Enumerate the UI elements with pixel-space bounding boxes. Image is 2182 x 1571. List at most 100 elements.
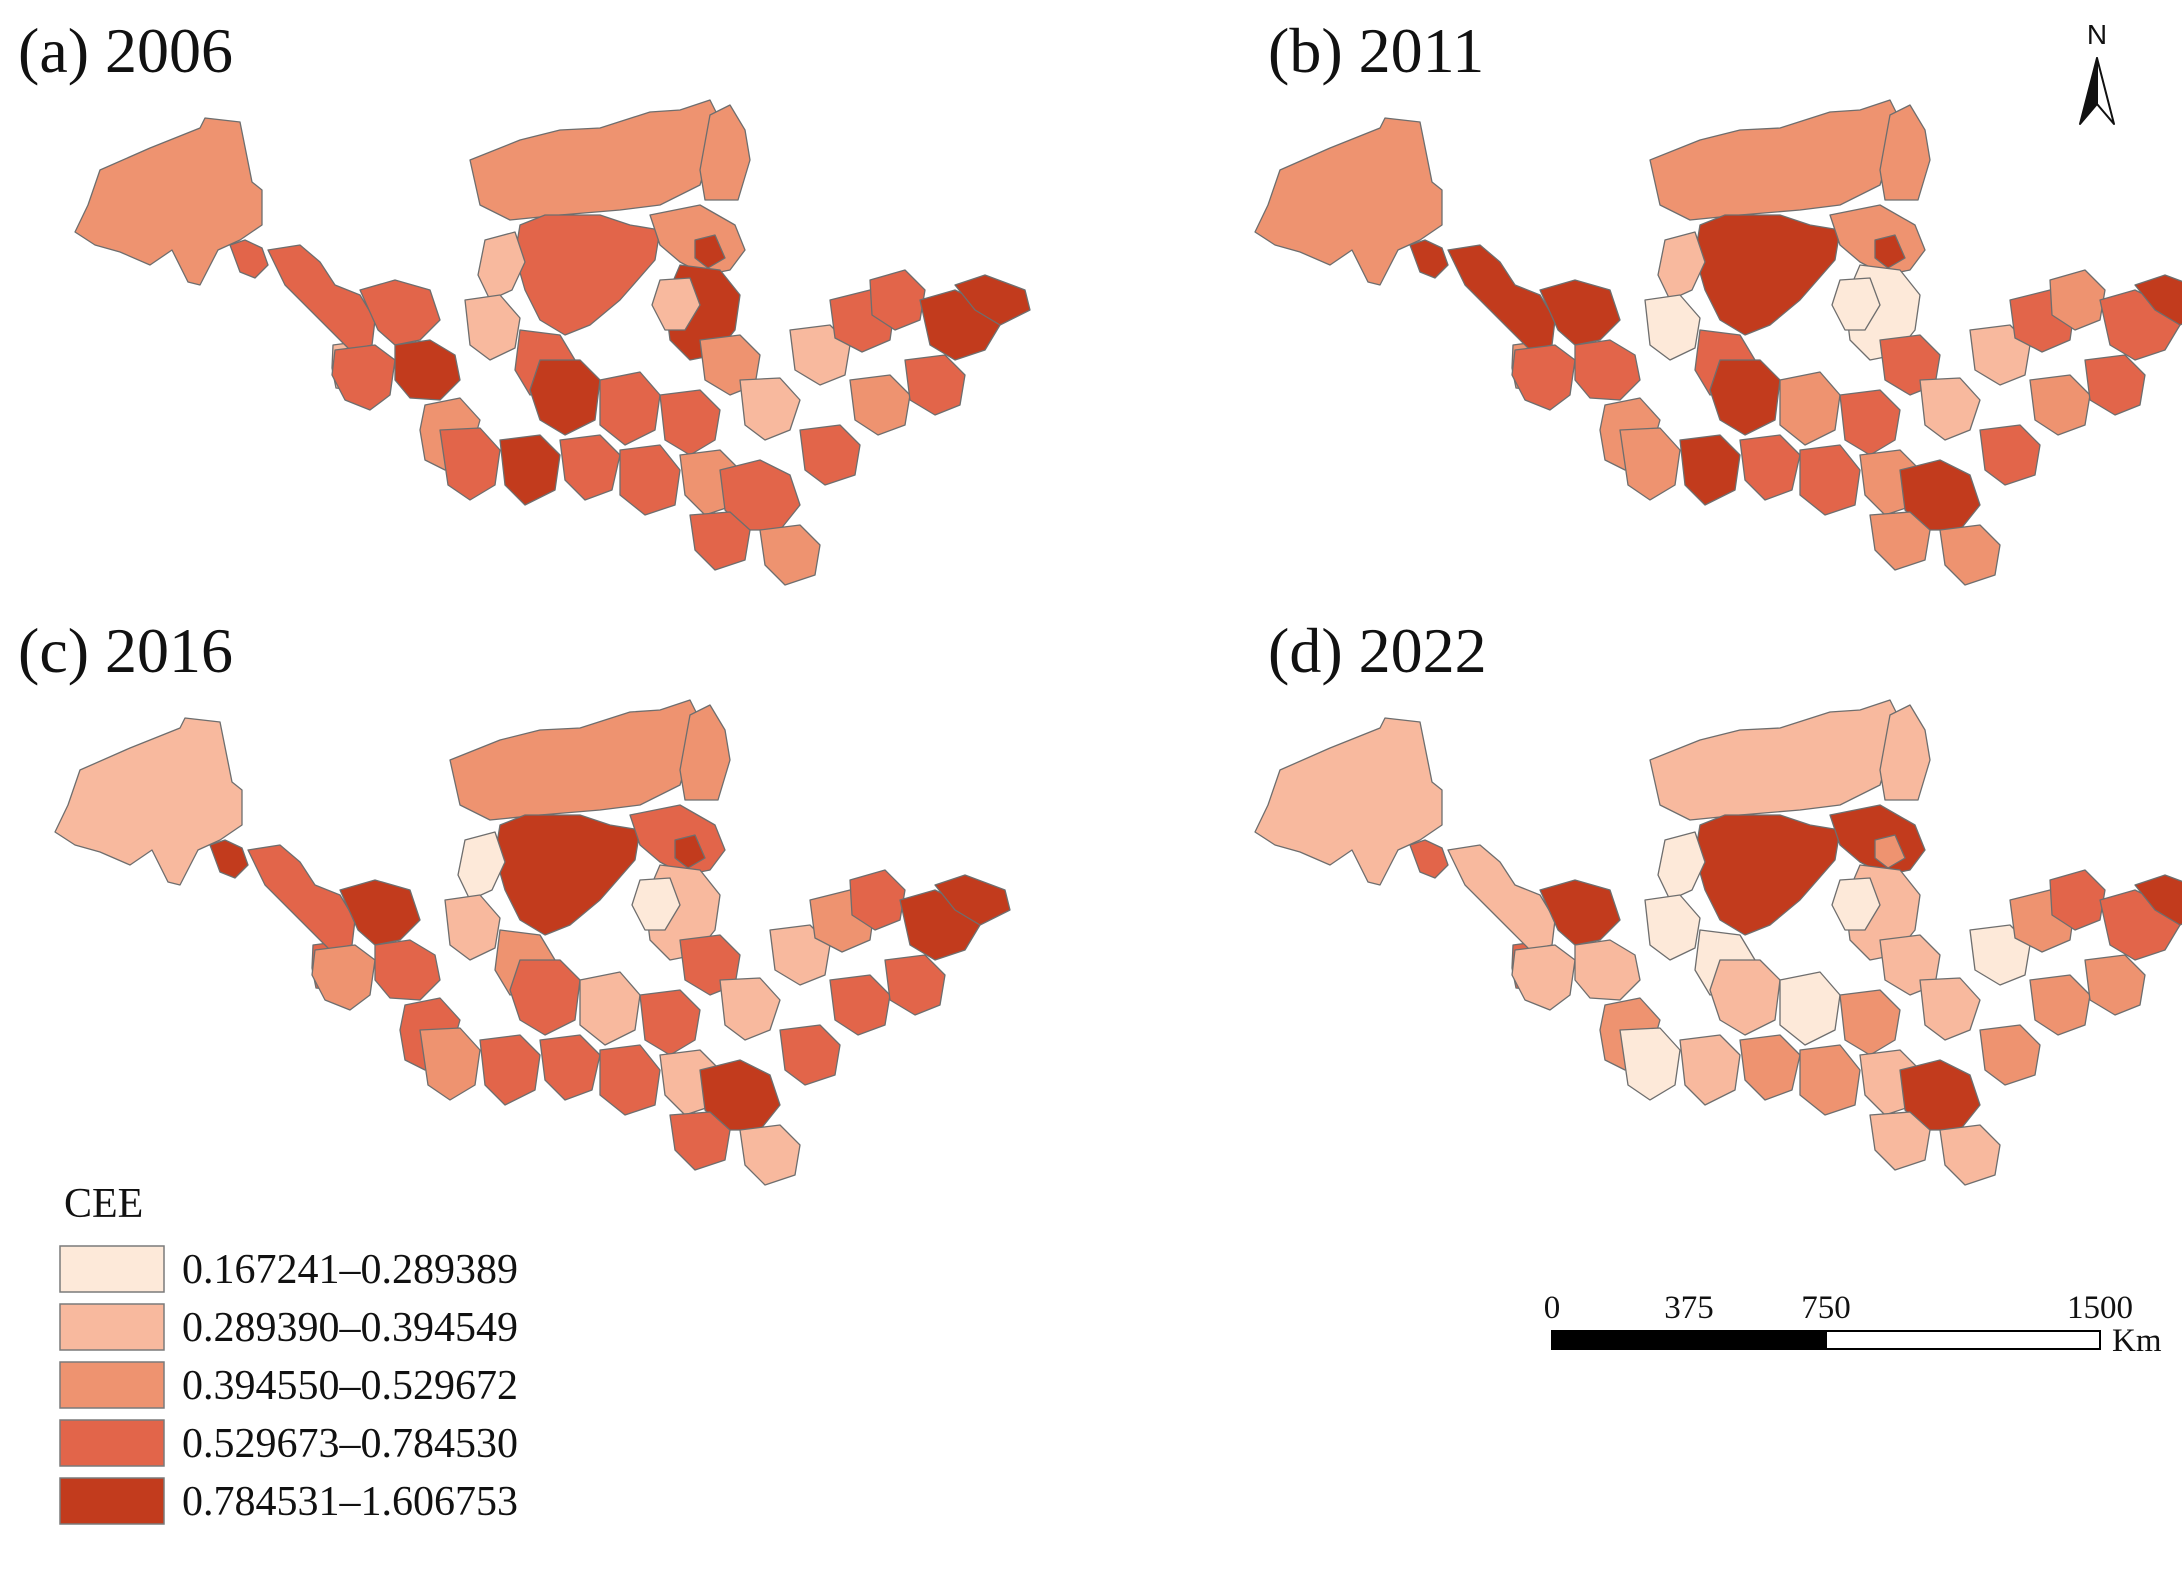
region-a-32 (849, 374, 911, 436)
region-b-33 (2084, 354, 2146, 416)
region-b-20 (1679, 434, 1741, 506)
region-b-9 (1874, 234, 1906, 269)
region-a-5 (359, 279, 441, 346)
region-c-2 (449, 699, 701, 821)
region-c-36 (934, 874, 1011, 926)
region-d-38 (1869, 1111, 1931, 1171)
region-d-22 (1739, 1034, 1801, 1101)
region-b-12 (1574, 339, 1641, 401)
region-d-28 (1969, 924, 2031, 986)
legend-label-0: 0.167241–0.289389 (182, 1247, 518, 1293)
region-b-25 (1919, 377, 1981, 441)
panel-title-c: (c) 2016 (18, 615, 233, 686)
region-b-3 (1409, 239, 1449, 279)
region-d-21 (1779, 971, 1841, 1046)
legend-label-1: 0.289390–0.394549 (182, 1305, 518, 1351)
legend-label-3: 0.529673–0.784530 (182, 1421, 518, 1467)
region-a-6 (514, 214, 661, 336)
region-b-22 (1739, 434, 1801, 501)
region-d-17 (1831, 877, 1881, 931)
region-d-12 (1574, 939, 1641, 1001)
legend-label-2: 0.394550–0.529672 (182, 1363, 518, 1409)
region-d-15 (1644, 894, 1701, 961)
region-c-37 (779, 1024, 841, 1086)
region-b-0 (1254, 117, 1443, 286)
region-c-26 (599, 1044, 661, 1116)
region-d-6 (1694, 814, 1841, 936)
region-c-9 (674, 834, 706, 869)
region-d-26 (1799, 1044, 1861, 1116)
region-d-23 (1839, 989, 1901, 1056)
region-a-35 (759, 524, 821, 586)
region-d-8 (1879, 704, 1931, 801)
region-c-25 (719, 977, 781, 1041)
region-a-8 (699, 104, 751, 201)
region-a-20 (499, 434, 561, 506)
region-c-23 (639, 989, 701, 1056)
region-b-37 (1979, 424, 2041, 486)
region-d-20 (1679, 1034, 1741, 1106)
scale-bar: 0 375 750 1500 Km (1544, 1290, 2162, 1359)
legend-swatch-3 (59, 1419, 165, 1467)
region-a-15 (464, 294, 521, 361)
region-b-30 (2049, 269, 2106, 331)
region-a-25 (739, 377, 801, 441)
region-b-11 (1511, 344, 1576, 411)
region-a-33 (904, 354, 966, 416)
region-d-2 (1649, 699, 1901, 821)
region-d-5 (1539, 879, 1621, 946)
region-c-17 (631, 877, 681, 931)
region-b-6 (1694, 214, 1841, 336)
region-d-37 (1979, 1024, 2041, 1086)
region-d-19 (1619, 1027, 1681, 1101)
region-b-38 (1869, 511, 1931, 571)
region-c-20 (479, 1034, 541, 1106)
region-a-28 (789, 324, 851, 386)
region-a-9 (694, 234, 726, 269)
region-b-15 (1644, 294, 1701, 361)
region-a-18 (529, 359, 601, 436)
region-a-37 (799, 424, 861, 486)
region-d-18 (1709, 959, 1781, 1036)
map-panel-d (1254, 699, 2182, 1186)
region-b-36 (2134, 274, 2182, 326)
region-a-23 (659, 389, 721, 456)
region-a-3 (229, 239, 269, 279)
region-c-12 (374, 939, 441, 1001)
region-a-21 (599, 371, 661, 446)
map-panel-a (74, 99, 1031, 586)
region-c-14 (457, 831, 506, 901)
scale-tick-750: 750 (1801, 1290, 1851, 1326)
region-d-4 (1447, 844, 1556, 951)
region-b-8 (1879, 104, 1931, 201)
region-a-0 (74, 117, 263, 286)
region-a-19 (439, 427, 501, 501)
region-c-22 (539, 1034, 601, 1101)
region-a-4 (267, 244, 376, 351)
legend: CEE 0.167241–0.289389 0.289390–0.394549 0.… (59, 1181, 518, 1525)
region-c-32 (829, 974, 891, 1036)
region-b-23 (1839, 389, 1901, 456)
region-b-26 (1799, 444, 1861, 516)
scale-segment-filled (1551, 1330, 1827, 1350)
region-b-32 (2029, 374, 2091, 436)
region-c-33 (884, 954, 946, 1016)
region-c-5 (339, 879, 421, 946)
region-a-14 (477, 231, 526, 301)
region-c-8 (679, 704, 731, 801)
region-a-2 (469, 99, 721, 221)
region-b-19 (1619, 427, 1681, 501)
panel-title-a: (a) 2006 (18, 15, 233, 86)
region-c-3 (209, 839, 249, 879)
region-b-14 (1657, 231, 1706, 301)
north-label: N (2087, 19, 2107, 50)
map-panel-c (54, 699, 1011, 1186)
region-b-5 (1539, 279, 1621, 346)
region-c-4 (247, 844, 356, 951)
region-d-25 (1919, 977, 1981, 1041)
region-c-35 (739, 1124, 801, 1186)
region-b-2 (1649, 99, 1901, 221)
map-panel-b (1254, 99, 2182, 586)
region-d-35 (1939, 1124, 2001, 1186)
